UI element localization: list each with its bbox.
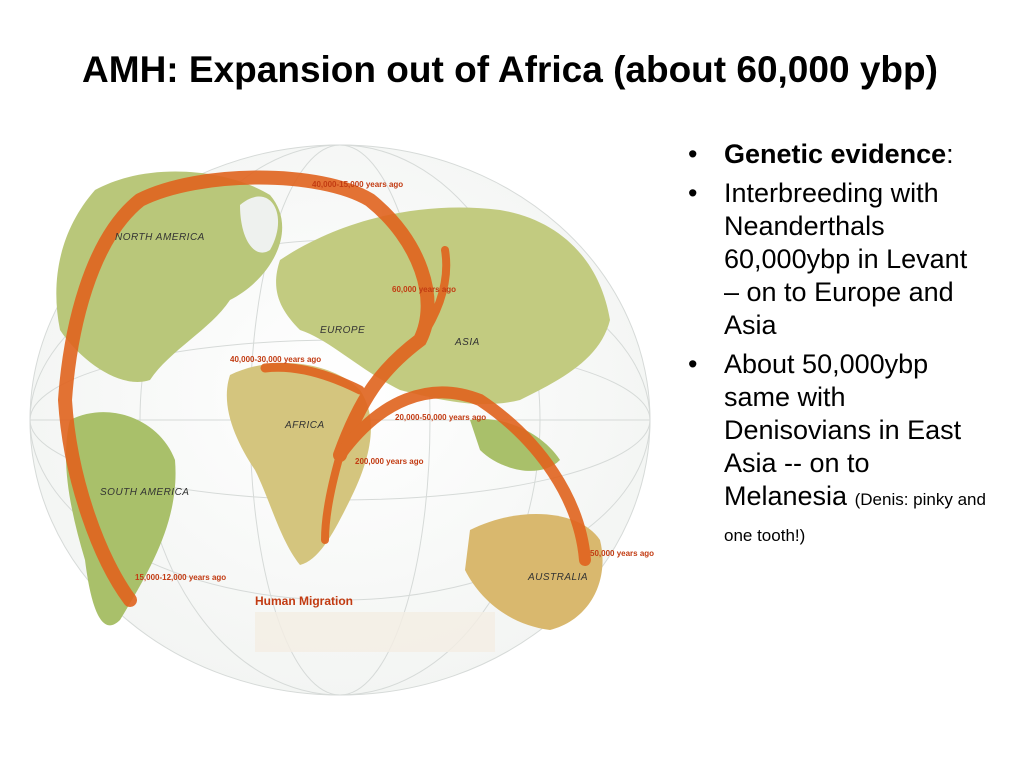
region-label: NORTH AMERICA <box>115 232 205 243</box>
bullet-note: (Denis: pinky and one tooth!) <box>724 490 986 545</box>
bullet: Interbreeding with Neanderthals 60,000yb… <box>688 177 988 342</box>
slide-title: AMH: Expansion out of Africa (about 60,0… <box>82 49 938 90</box>
date-label: 20,000-50,000 years ago <box>395 413 486 422</box>
region-label: SOUTH AMERICA <box>100 487 189 498</box>
region-label: EUROPE <box>320 325 365 336</box>
bullet: About 50,000ybp same with Denisovians in… <box>688 348 988 552</box>
bullet-strong: Genetic evidence <box>724 139 947 169</box>
bullet-text: Interbreeding with Neanderthals 60,000yb… <box>724 178 968 340</box>
region-label: ASIA <box>454 337 480 348</box>
bullet-list: Genetic evidence: Interbreeding with Nea… <box>688 138 988 558</box>
legend-box <box>255 612 495 652</box>
bullet-text: About 50,000ybp same with Denisovians in… <box>724 349 962 511</box>
date-label: 15,000-12,000 years ago <box>135 573 226 582</box>
region-label: AUSTRALIA <box>527 572 588 583</box>
bullet-text: : <box>946 139 954 169</box>
region-label: AFRICA <box>284 420 325 431</box>
legend-title: Human Migration <box>255 594 353 608</box>
bullet: Genetic evidence: <box>688 138 988 171</box>
date-label: 60,000 years ago <box>392 285 456 294</box>
date-label: 40,000-15,000 years ago <box>312 180 403 189</box>
migration-routes <box>57 170 591 607</box>
date-label: 40,000-30,000 years ago <box>230 355 321 364</box>
date-label: 200,000 years ago <box>355 457 424 466</box>
date-label: 50,000 years ago <box>590 549 654 558</box>
